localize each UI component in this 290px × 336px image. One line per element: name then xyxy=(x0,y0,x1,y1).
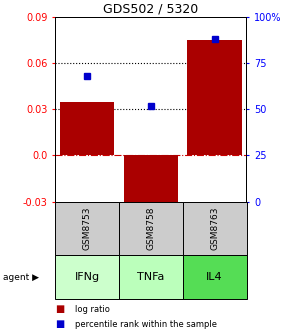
Text: percentile rank within the sample: percentile rank within the sample xyxy=(75,320,218,329)
Text: GSM8753: GSM8753 xyxy=(82,207,92,250)
Bar xyxy=(55,202,119,255)
Text: GSM8758: GSM8758 xyxy=(146,207,155,250)
Text: TNFa: TNFa xyxy=(137,272,164,282)
Bar xyxy=(183,202,246,255)
Text: ■: ■ xyxy=(55,304,64,314)
Title: GDS502 / 5320: GDS502 / 5320 xyxy=(103,3,198,16)
Bar xyxy=(119,202,183,255)
Bar xyxy=(124,155,178,211)
Bar xyxy=(119,255,183,299)
Text: IFNg: IFNg xyxy=(75,272,99,282)
Bar xyxy=(187,40,242,155)
Text: agent ▶: agent ▶ xyxy=(3,273,39,282)
Text: GSM8763: GSM8763 xyxy=(210,207,219,250)
Text: log ratio: log ratio xyxy=(75,305,110,313)
Text: IL4: IL4 xyxy=(206,272,223,282)
Bar xyxy=(60,101,114,155)
Bar xyxy=(183,255,246,299)
Bar xyxy=(55,255,119,299)
Text: ■: ■ xyxy=(55,319,64,329)
